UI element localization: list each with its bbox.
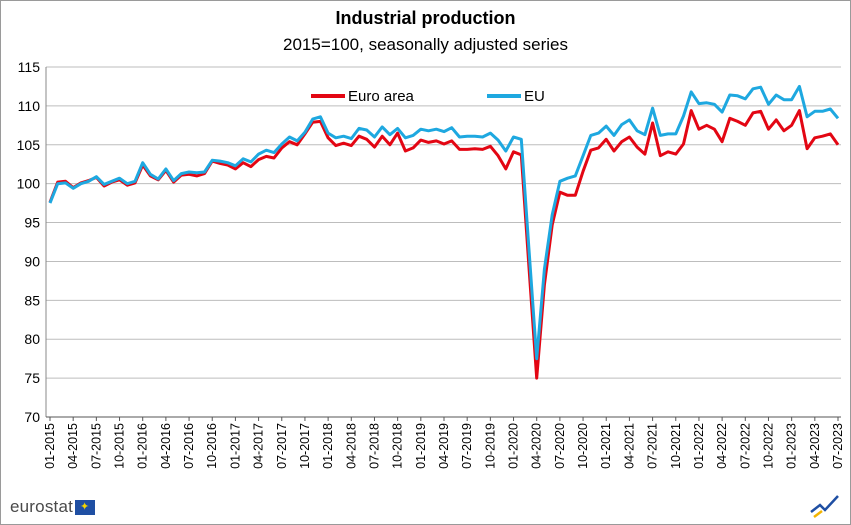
eurostat-logo-text: eurostat <box>10 497 74 516</box>
x-tick-label: 07-2021 <box>646 423 660 469</box>
y-axis-ticks: 70 75 80 85 90 95 100 105 110 115 <box>17 59 41 425</box>
x-tick-label: 01-2015 <box>43 423 57 469</box>
series-lines <box>48 84 840 380</box>
x-tick-label: 04-2021 <box>622 423 636 469</box>
series-line-euro-area <box>48 109 840 380</box>
eu-flag-icon <box>75 499 96 515</box>
x-tick-label: 04-2022 <box>715 423 729 469</box>
y-tick-label: 105 <box>17 137 41 153</box>
x-tick-label: 10-2017 <box>298 423 312 469</box>
x-tick-label: 10-2022 <box>761 423 775 469</box>
x-tick-label: 07-2022 <box>738 423 752 469</box>
x-tick-label: 10-2021 <box>669 423 683 469</box>
chart-title: Industrial production <box>335 8 516 28</box>
chart-subtitle: 2015=100, seasonally adjusted series <box>283 35 568 54</box>
x-tick-label: 01-2017 <box>228 423 242 469</box>
x-tick-label: 07-2017 <box>275 423 289 469</box>
x-tick-label: 07-2019 <box>460 423 474 469</box>
x-axis: 01-2015 04-2015 07-2015 10-2015 01-2016 04-20… <box>43 416 845 469</box>
y-tick-label: 115 <box>18 59 41 75</box>
y-tick-label: 80 <box>24 331 40 347</box>
x-tick-label: 01-2019 <box>414 423 428 469</box>
x-tick-label: 04-2019 <box>437 423 451 469</box>
series-line-eu <box>48 84 840 361</box>
x-tick-label: 04-2015 <box>66 423 80 469</box>
x-tick-label: 10-2020 <box>576 423 590 469</box>
legend-label: Euro area <box>348 88 415 105</box>
y-tick-label: 110 <box>18 98 41 114</box>
x-tick-label: 04-2023 <box>808 423 822 469</box>
y-tick-label: 85 <box>24 292 40 308</box>
eurostat-mark-icon <box>810 495 839 518</box>
x-tick-label: 01-2018 <box>321 423 335 469</box>
x-tick-label: 01-2022 <box>692 423 706 469</box>
y-tick-label: 90 <box>24 253 40 269</box>
x-tick-label: 07-2015 <box>89 423 103 469</box>
x-tick-label: 07-2018 <box>367 423 381 469</box>
x-tick-label: 01-2023 <box>785 423 799 469</box>
x-tick-label: 01-2016 <box>136 423 150 469</box>
legend: Euro area EU <box>311 88 545 105</box>
y-tick-label: 75 <box>24 370 40 386</box>
x-tick-label: 04-2020 <box>530 423 544 469</box>
x-tick-label: 01-2020 <box>507 423 521 469</box>
x-tick-label: 07-2023 <box>831 423 845 469</box>
x-tick-label: 01-2021 <box>599 423 613 469</box>
legend-label: EU <box>524 88 545 105</box>
x-tick-label: 04-2017 <box>252 423 266 469</box>
x-tick-label: 07-2016 <box>182 423 196 469</box>
gridlines <box>45 66 841 418</box>
x-tick-label: 04-2018 <box>344 423 358 469</box>
y-tick-label: 100 <box>17 176 41 192</box>
x-tick-label: 07-2020 <box>553 423 567 469</box>
x-tick-label: 10-2019 <box>483 423 497 469</box>
x-tick-label: 04-2016 <box>159 423 173 469</box>
x-tick-label: 10-2015 <box>113 423 127 469</box>
y-tick-label: 70 <box>24 409 40 425</box>
x-tick-label: 10-2018 <box>391 423 405 469</box>
eurostat-logo: eurostat <box>10 496 96 518</box>
x-tick-label: 10-2016 <box>205 423 219 469</box>
y-tick-label: 95 <box>24 215 40 231</box>
